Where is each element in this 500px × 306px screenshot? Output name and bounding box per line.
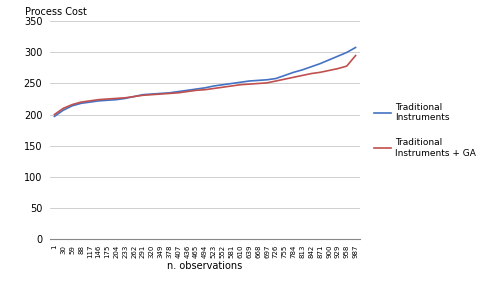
Traditional
Instruments: [176, 90, 182, 93]
Traditional
Instruments: [60, 108, 66, 112]
Traditional
Instruments: [96, 99, 102, 103]
Traditional
Instruments: [335, 54, 341, 58]
Traditional
Instruments + GA: [104, 97, 110, 101]
Traditional
Instruments + GA: [344, 64, 349, 68]
Traditional
Instruments + GA: [149, 93, 155, 96]
Traditional
Instruments + GA: [140, 93, 146, 97]
Traditional
Instruments: [352, 46, 358, 49]
Text: Process Cost: Process Cost: [25, 7, 87, 17]
Traditional
Instruments: [246, 79, 252, 83]
Traditional
Instruments + GA: [335, 67, 341, 70]
Traditional
Instruments: [228, 82, 234, 85]
Traditional
Instruments + GA: [184, 90, 190, 93]
Traditional
Instruments + GA: [282, 77, 288, 81]
Traditional
Instruments: [69, 104, 75, 108]
Traditional
Instruments: [193, 87, 199, 91]
Traditional
Instruments: [166, 91, 172, 95]
Traditional
Instruments: [149, 92, 155, 96]
Traditional
Instruments + GA: [300, 73, 306, 77]
Traditional
Instruments + GA: [290, 76, 296, 79]
Traditional
Instruments + GA: [202, 88, 208, 91]
Traditional
Instruments: [344, 50, 349, 54]
Traditional
Instruments: [184, 88, 190, 92]
Traditional
Instruments + GA: [238, 83, 244, 87]
Traditional
Instruments: [290, 70, 296, 74]
Traditional
Instruments + GA: [273, 79, 279, 83]
Traditional
Instruments: [326, 58, 332, 62]
Traditional
Instruments + GA: [352, 54, 358, 58]
Traditional
Instruments + GA: [166, 91, 172, 95]
Traditional
Instruments + GA: [176, 91, 182, 95]
Traditional
Instruments: [52, 114, 58, 118]
Traditional
Instruments: [264, 78, 270, 82]
Line: Traditional
Instruments + GA: Traditional Instruments + GA: [54, 56, 356, 114]
Traditional
Instruments: [255, 79, 261, 82]
Traditional
Instruments + GA: [308, 72, 314, 75]
Traditional
Instruments: [273, 77, 279, 80]
Traditional
Instruments + GA: [52, 113, 58, 116]
Traditional
Instruments + GA: [255, 82, 261, 85]
Traditional
Instruments + GA: [78, 100, 84, 104]
Traditional
Instruments: [308, 65, 314, 69]
Line: Traditional
Instruments: Traditional Instruments: [54, 47, 356, 116]
Traditional
Instruments + GA: [131, 95, 137, 98]
Traditional
Instruments: [104, 99, 110, 102]
Traditional
Instruments + GA: [211, 87, 217, 90]
Traditional
Instruments + GA: [326, 69, 332, 72]
Traditional
Instruments: [238, 80, 244, 84]
Traditional
Instruments: [78, 102, 84, 105]
Traditional
Instruments + GA: [228, 84, 234, 88]
Traditional
Instruments: [220, 83, 226, 87]
Traditional
Instruments + GA: [69, 103, 75, 106]
Traditional
Instruments + GA: [264, 81, 270, 85]
Traditional
Instruments: [122, 97, 128, 100]
Traditional
Instruments: [317, 62, 323, 65]
Traditional
Instruments: [140, 93, 146, 96]
Traditional
Instruments: [131, 95, 137, 98]
Traditional
Instruments: [114, 98, 119, 102]
Traditional
Instruments + GA: [87, 99, 93, 103]
Traditional
Instruments: [202, 86, 208, 90]
Traditional
Instruments + GA: [220, 85, 226, 89]
X-axis label: n. observations: n. observations: [168, 261, 242, 271]
Traditional
Instruments + GA: [122, 96, 128, 100]
Traditional
Instruments + GA: [158, 92, 164, 96]
Traditional
Instruments + GA: [246, 82, 252, 86]
Traditional
Instruments: [87, 100, 93, 104]
Traditional
Instruments + GA: [193, 88, 199, 92]
Traditional
Instruments: [282, 73, 288, 77]
Traditional
Instruments + GA: [96, 98, 102, 102]
Legend: Traditional
Instruments, Traditional
Instruments + GA: Traditional Instruments, Traditional Ins…: [370, 99, 480, 161]
Traditional
Instruments + GA: [114, 97, 119, 100]
Traditional
Instruments: [300, 68, 306, 72]
Traditional
Instruments + GA: [317, 70, 323, 74]
Traditional
Instruments + GA: [60, 106, 66, 110]
Traditional
Instruments: [158, 91, 164, 95]
Traditional
Instruments: [211, 84, 217, 88]
